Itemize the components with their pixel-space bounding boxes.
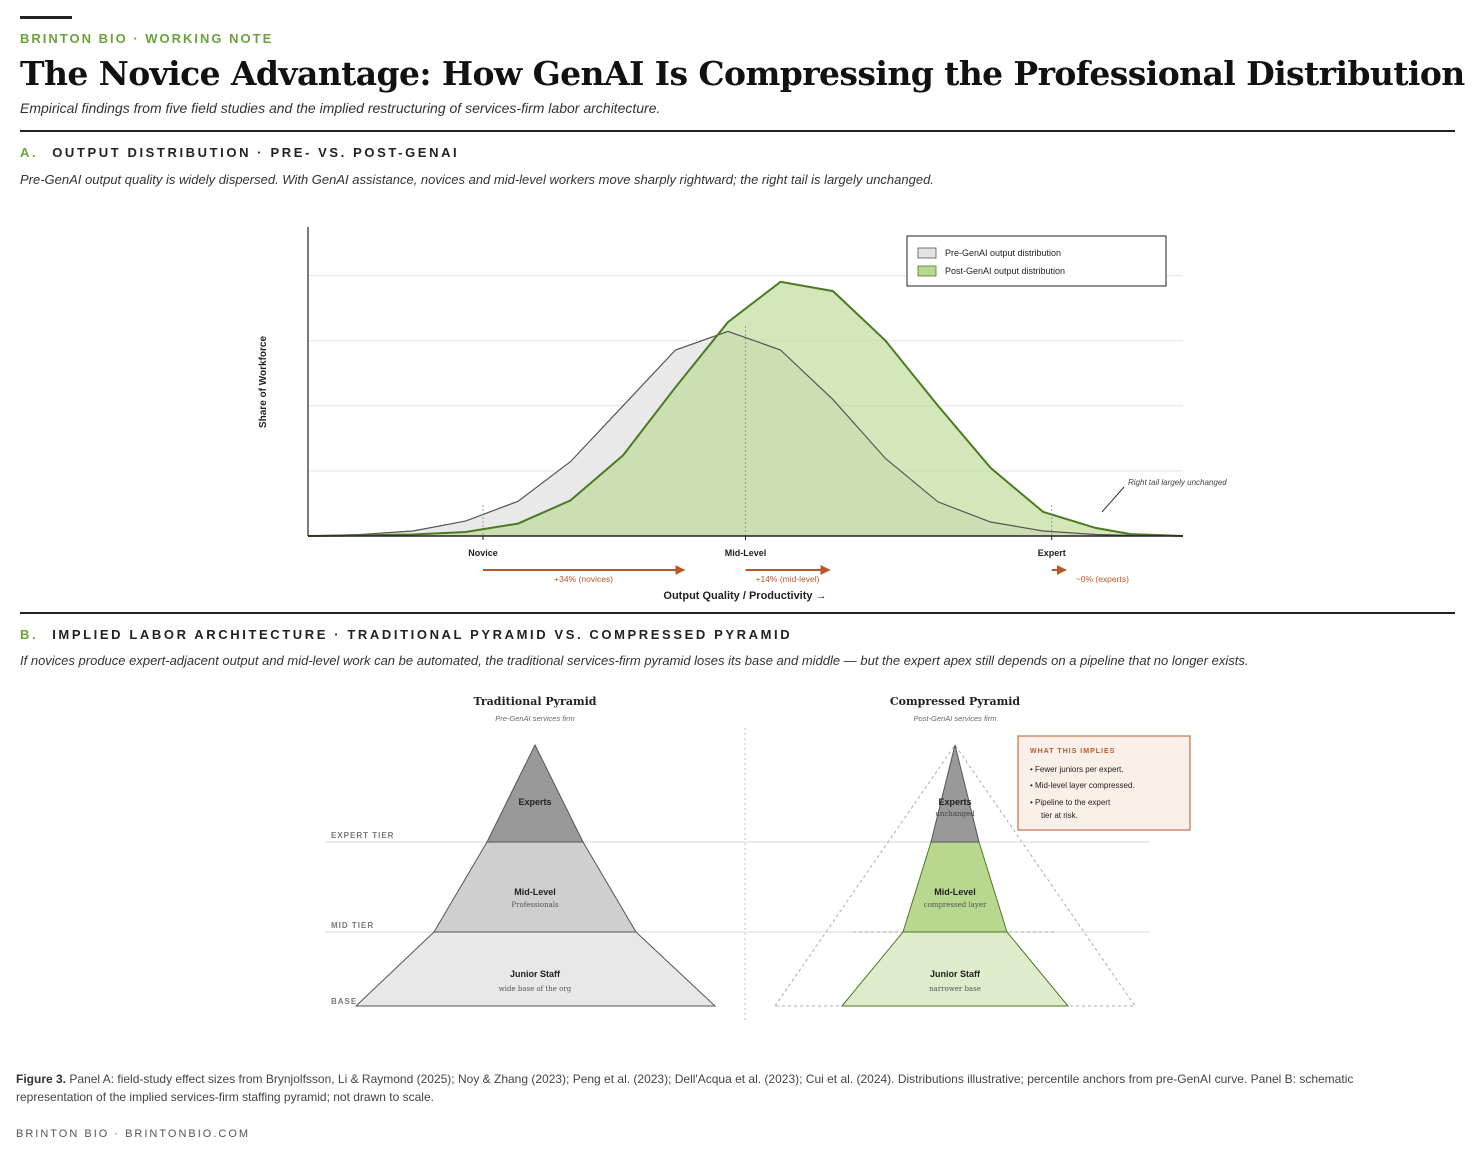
traditional-title: Traditional Pyramid bbox=[473, 695, 596, 708]
divider-mid bbox=[20, 612, 1455, 614]
effect-label: +14% (mid-level) bbox=[755, 574, 819, 584]
compressed-mid-sublabel: compressed layer bbox=[924, 901, 987, 909]
top-accent-bar bbox=[20, 16, 72, 19]
compressed-mid-label: Mid-Level bbox=[934, 887, 976, 897]
effect-label: ~0% (experts) bbox=[1076, 574, 1129, 584]
post-genai-area bbox=[308, 281, 1183, 536]
compressed-expert-layer bbox=[930, 744, 980, 843]
traditional-subtitle: Pre-GenAI services firm bbox=[495, 714, 575, 723]
compressed-junior-sublabel: narrower base bbox=[929, 985, 981, 993]
implication-item: • Fewer juniors per expert. bbox=[1030, 765, 1124, 774]
page-subtitle: Empirical findings from five field studi… bbox=[20, 100, 661, 116]
compressed-pyramid: Compressed Pyramid Post-GenAI services f… bbox=[774, 695, 1136, 1007]
traditional-junior-label: Junior Staff bbox=[510, 969, 561, 979]
x-axis-label: Output Quality / Productivity → bbox=[663, 590, 826, 602]
y-axis-label: Share of Workforce bbox=[258, 336, 269, 428]
divider-top bbox=[20, 130, 1455, 132]
compressed-junior-label: Junior Staff bbox=[930, 969, 981, 979]
panel-b-heading: B. IMPLIED LABOR ARCHITECTURE · TRADITION… bbox=[20, 627, 792, 642]
implications-box: WHAT THIS IMPLIES • Fewer juniors per ex… bbox=[1017, 735, 1191, 831]
compressed-title: Compressed Pyramid bbox=[890, 695, 1021, 708]
compressed-experts-label: Experts bbox=[938, 797, 971, 807]
traditional-expert-layer bbox=[486, 743, 584, 843]
panel-a-letter: A. bbox=[20, 145, 39, 160]
footer: BRINTON BIO · BRINTONBIO.COM bbox=[16, 1128, 251, 1140]
tier-label-expert: EXPERT TIER bbox=[331, 831, 394, 840]
caption-label: Figure 3. bbox=[16, 1072, 67, 1086]
tier-label-base: BASE bbox=[331, 997, 357, 1006]
figure-caption: Figure 3. Panel A: field-study effect si… bbox=[16, 1070, 1416, 1106]
x-tick-label: Expert bbox=[1038, 548, 1066, 558]
legend-swatch-post bbox=[917, 265, 937, 277]
original-outline bbox=[774, 744, 1136, 1007]
panel-a-heading-text: OUTPUT DISTRIBUTION · PRE- VS. POST-GENA… bbox=[52, 145, 460, 160]
traditional-pyramid: Traditional Pyramid Pre-GenAI services f… bbox=[354, 695, 717, 1007]
panel-b-heading-text: IMPLIED LABOR ARCHITECTURE · TRADITIONAL… bbox=[52, 627, 793, 642]
kicker: BRINTON BIO · WORKING NOTE bbox=[20, 31, 274, 46]
traditional-experts-label: Experts bbox=[518, 797, 551, 807]
legend-swatch-pre bbox=[917, 247, 937, 259]
x-tick-label: Mid-Level bbox=[725, 548, 767, 558]
annotation-leader bbox=[1101, 486, 1125, 513]
implications-panel bbox=[1017, 735, 1191, 831]
distribution-chart: Share of Workforce Novice Mid-Level Expert… bbox=[258, 227, 1227, 602]
x-tick-labels: Novice Mid-Level Expert bbox=[468, 548, 1066, 558]
caption-text: Panel A: field-study effect sizes from B… bbox=[16, 1072, 1354, 1104]
traditional-mid-sublabel: Professionals bbox=[511, 901, 559, 909]
implication-item: • Pipeline to the expert bbox=[1030, 798, 1111, 807]
pyramid-figure: EXPERT TIER MID TIER BASE Traditional Py… bbox=[325, 695, 1191, 1020]
pre-genai-line bbox=[307, 330, 1184, 537]
effect-arrows: +34% (novices) +14% (mid-level) ~0% (exper… bbox=[483, 565, 1129, 584]
panel-a-description: Pre-GenAI output quality is widely dispe… bbox=[20, 172, 934, 187]
compressed-experts-sublabel: unchanged bbox=[935, 810, 975, 818]
legend-label-pre: Pre-GenAI output distribution bbox=[945, 248, 1061, 258]
tier-label-mid: MID TIER bbox=[331, 921, 374, 930]
compressed-subtitle: Post-GenAI services firm bbox=[914, 714, 997, 723]
implication-item: tier at risk. bbox=[1041, 811, 1078, 820]
legend-label-post: Post-GenAI output distribution bbox=[945, 266, 1065, 276]
panel-b-description: If novices produce expert-adjacent outpu… bbox=[20, 653, 1249, 668]
x-tick-label: Novice bbox=[468, 548, 498, 558]
implication-item: • Mid-level layer compressed. bbox=[1030, 781, 1135, 790]
legend-box bbox=[906, 235, 1167, 287]
right-tail-annotation: Right tail largely unchanged bbox=[1128, 478, 1227, 487]
panel-a-heading: A. OUTPUT DISTRIBUTION · PRE- VS. POST-GE… bbox=[20, 145, 459, 160]
panel-b-letter: B. bbox=[20, 627, 39, 642]
page-title: The Novice Advantage: How GenAI Is Compr… bbox=[20, 54, 1465, 93]
traditional-mid-label: Mid-Level bbox=[514, 887, 556, 897]
implications-heading: WHAT THIS IMPLIES bbox=[1030, 748, 1115, 755]
traditional-junior-sublabel: wide base of the org bbox=[499, 985, 572, 993]
effect-label: +34% (novices) bbox=[554, 574, 613, 584]
legend: Pre-GenAI output distribution Post-GenAI… bbox=[906, 235, 1167, 287]
